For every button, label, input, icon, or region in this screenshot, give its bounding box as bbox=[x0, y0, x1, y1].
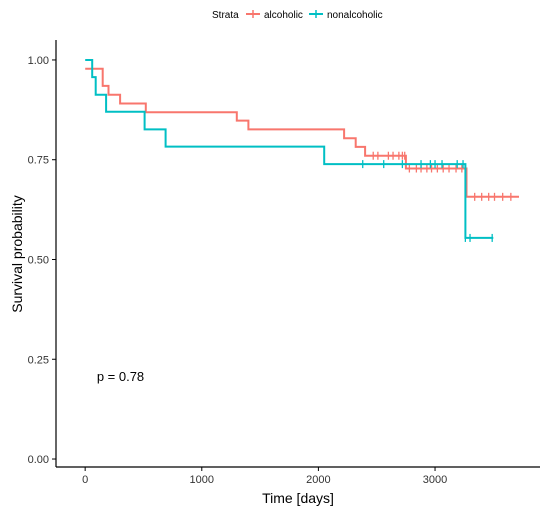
x-tick-label: 3000 bbox=[423, 474, 447, 486]
x-ticks: 0 1000 2000 3000 bbox=[82, 467, 447, 486]
legend-title: Strata bbox=[212, 10, 239, 21]
y-ticks: 0.00 0.25 0.50 0.75 1.00 bbox=[28, 55, 56, 466]
legend: Strata alcoholic nonalcoholic bbox=[212, 10, 383, 21]
legend-label-alcoholic: alcoholic bbox=[264, 10, 303, 21]
x-axis-title: Time [days] bbox=[262, 490, 334, 506]
p-value-annotation: p = 0.78 bbox=[97, 369, 144, 384]
series-layer bbox=[85, 59, 519, 242]
y-tick-label: 0.00 bbox=[28, 454, 49, 466]
survival-curve-nonalcoholic bbox=[85, 59, 494, 239]
x-tick-label: 1000 bbox=[190, 474, 214, 486]
y-axis-title: Survival probability bbox=[9, 195, 25, 313]
y-tick-label: 0.75 bbox=[28, 155, 49, 167]
y-tick-label: 0.25 bbox=[28, 354, 49, 366]
x-tick-label: 0 bbox=[82, 474, 88, 486]
survival-curve-alcoholic bbox=[85, 67, 519, 198]
y-tick-label: 0.50 bbox=[28, 254, 49, 266]
legend-label-nonalcoholic: nonalcoholic bbox=[327, 10, 383, 21]
x-tick-label: 2000 bbox=[306, 474, 330, 486]
y-tick-label: 1.00 bbox=[28, 55, 49, 67]
